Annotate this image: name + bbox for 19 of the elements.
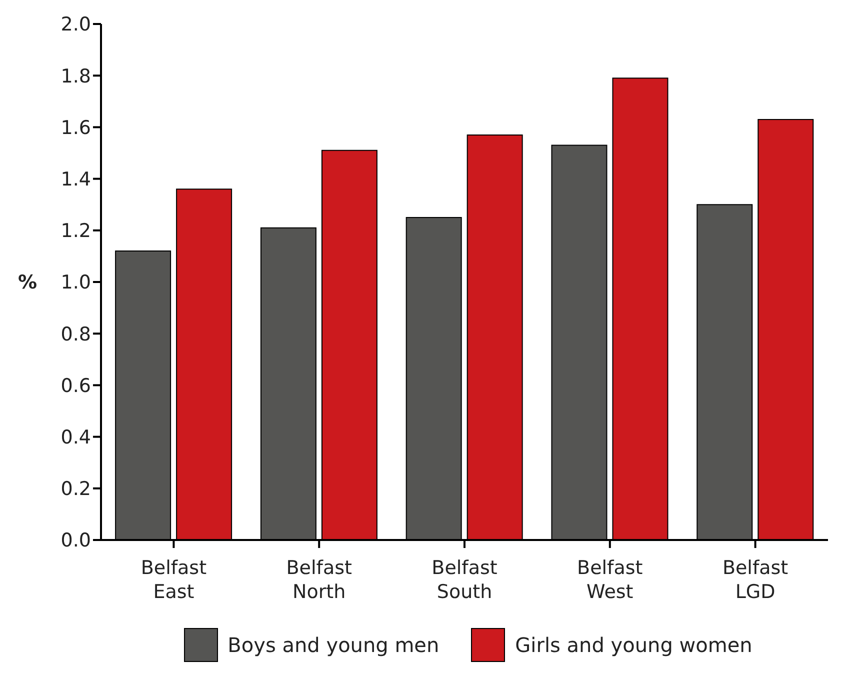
y-tick-label: 0.8 [60,323,91,346]
y-tick-label: 2.0 [60,14,91,36]
y-tick-label: 1.2 [60,220,91,242]
legend-label: Boys and young men [228,633,440,657]
y-tick-label: 1.6 [60,116,91,139]
y-tick-label: 0.2 [60,478,91,500]
y-tick-label: 0.4 [60,426,91,449]
x-tick-label: Belfast LGD [722,557,788,603]
x-tick-label: Belfast North [286,557,352,603]
x-tick-label: Belfast East [140,557,207,603]
x-tick-label: Belfast West [577,557,643,603]
y-tick-label: 1.4 [60,168,91,191]
legend-label: Girls and young women [515,633,752,657]
y-tick-label: 0.6 [60,374,91,397]
y-axis-title: % [18,272,38,294]
y-tick-label: 1.8 [60,65,91,88]
y-tick-label: 1.0 [60,272,91,294]
y-tick-label: 0.0 [60,530,91,552]
x-tick-label: Belfast South [432,557,498,603]
